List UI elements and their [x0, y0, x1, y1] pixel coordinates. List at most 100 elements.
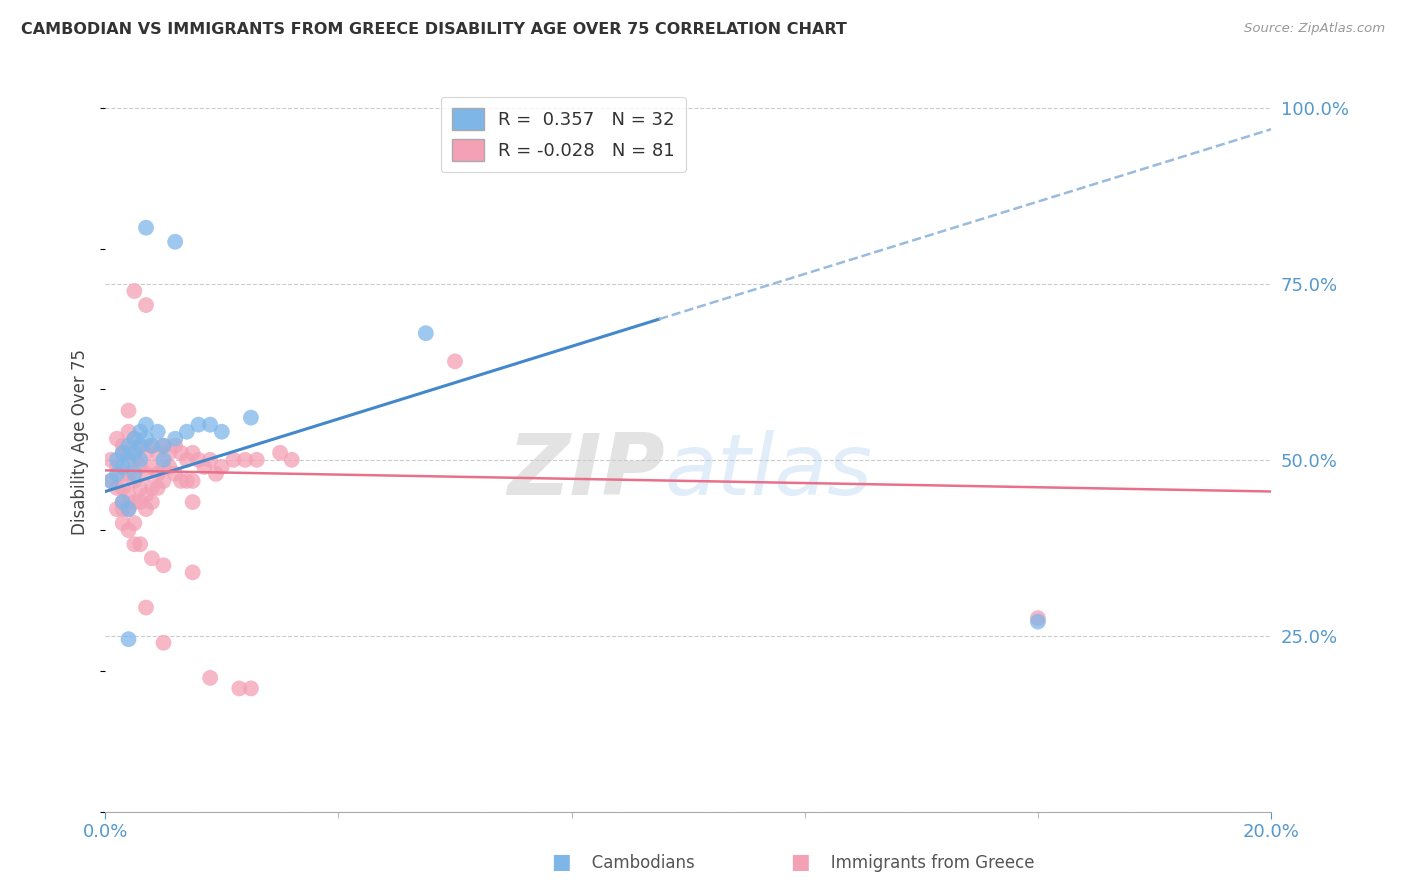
Point: [193, 459, 215, 474]
Point: [117, 467, 139, 481]
Point: [157, 446, 180, 460]
Point: [111, 481, 134, 495]
Point: [117, 502, 139, 516]
Point: [111, 439, 134, 453]
Point: [233, 453, 256, 467]
Point: [211, 425, 233, 439]
Point: [141, 459, 163, 474]
Point: [152, 558, 174, 573]
Point: [124, 467, 146, 481]
Point: [141, 439, 163, 453]
Point: [181, 446, 204, 460]
Point: [100, 474, 122, 488]
Point: [124, 432, 146, 446]
Text: CAMBODIAN VS IMMIGRANTS FROM GREECE DISABILITY AGE OVER 75 CORRELATION CHART: CAMBODIAN VS IMMIGRANTS FROM GREECE DISA…: [21, 22, 846, 37]
Point: [146, 467, 169, 481]
Point: [124, 474, 146, 488]
Point: [211, 459, 233, 474]
Point: [152, 459, 174, 474]
Point: [444, 354, 467, 368]
Point: [228, 681, 250, 696]
Point: [135, 220, 157, 235]
Point: [100, 453, 122, 467]
Point: [111, 459, 134, 474]
Point: [269, 446, 291, 460]
Point: [117, 446, 139, 460]
Point: [135, 432, 157, 446]
Point: [135, 298, 157, 312]
Point: [129, 425, 152, 439]
Point: [181, 474, 204, 488]
Point: [129, 439, 152, 453]
Point: [198, 453, 221, 467]
Text: ■: ■: [551, 853, 571, 872]
Point: [105, 432, 128, 446]
Point: [117, 632, 139, 647]
Point: [239, 681, 262, 696]
Point: [124, 432, 146, 446]
Point: [129, 537, 152, 551]
Point: [1026, 615, 1049, 629]
Point: [111, 502, 134, 516]
Point: [181, 495, 204, 509]
Point: [111, 495, 134, 509]
Point: [129, 495, 152, 509]
Point: [146, 425, 169, 439]
Point: [124, 453, 146, 467]
Point: [198, 417, 221, 432]
Text: ZIP: ZIP: [508, 430, 665, 513]
Point: [152, 439, 174, 453]
Point: [222, 453, 245, 467]
Point: [146, 446, 169, 460]
Point: [157, 459, 180, 474]
Point: [198, 671, 221, 685]
Point: [117, 403, 139, 417]
Point: [165, 235, 187, 249]
Point: [141, 481, 163, 495]
Point: [117, 453, 139, 467]
Point: [176, 425, 198, 439]
Point: [152, 474, 174, 488]
Point: [117, 425, 139, 439]
Point: [111, 516, 134, 530]
Point: [111, 495, 134, 509]
Text: Immigrants from Greece: Immigrants from Greece: [794, 855, 1035, 872]
Point: [141, 551, 163, 566]
Point: [105, 481, 128, 495]
Point: [281, 453, 304, 467]
Point: [111, 446, 134, 460]
Point: [135, 502, 157, 516]
Point: [146, 481, 169, 495]
Point: [165, 467, 187, 481]
Point: [152, 453, 174, 467]
Point: [124, 495, 146, 509]
Point: [176, 453, 198, 467]
Point: [117, 488, 139, 502]
Text: ■: ■: [790, 853, 810, 872]
Point: [129, 459, 152, 474]
Point: [105, 467, 128, 481]
Point: [205, 467, 228, 481]
Text: atlas: atlas: [665, 430, 873, 513]
Point: [135, 446, 157, 460]
Point: [124, 284, 146, 298]
Point: [170, 446, 193, 460]
Point: [117, 439, 139, 453]
Point: [141, 439, 163, 453]
Y-axis label: Disability Age Over 75: Disability Age Over 75: [72, 350, 89, 535]
Point: [239, 410, 262, 425]
Point: [100, 474, 122, 488]
Point: [105, 502, 128, 516]
Point: [135, 467, 157, 481]
Point: [187, 417, 209, 432]
Point: [141, 495, 163, 509]
Point: [124, 446, 146, 460]
Point: [129, 481, 152, 495]
Point: [135, 600, 157, 615]
Point: [170, 474, 193, 488]
Legend: R =  0.357   N = 32, R = -0.028   N = 81: R = 0.357 N = 32, R = -0.028 N = 81: [440, 96, 686, 171]
Point: [187, 453, 209, 467]
Point: [152, 439, 174, 453]
Point: [246, 453, 269, 467]
Point: [152, 636, 174, 650]
